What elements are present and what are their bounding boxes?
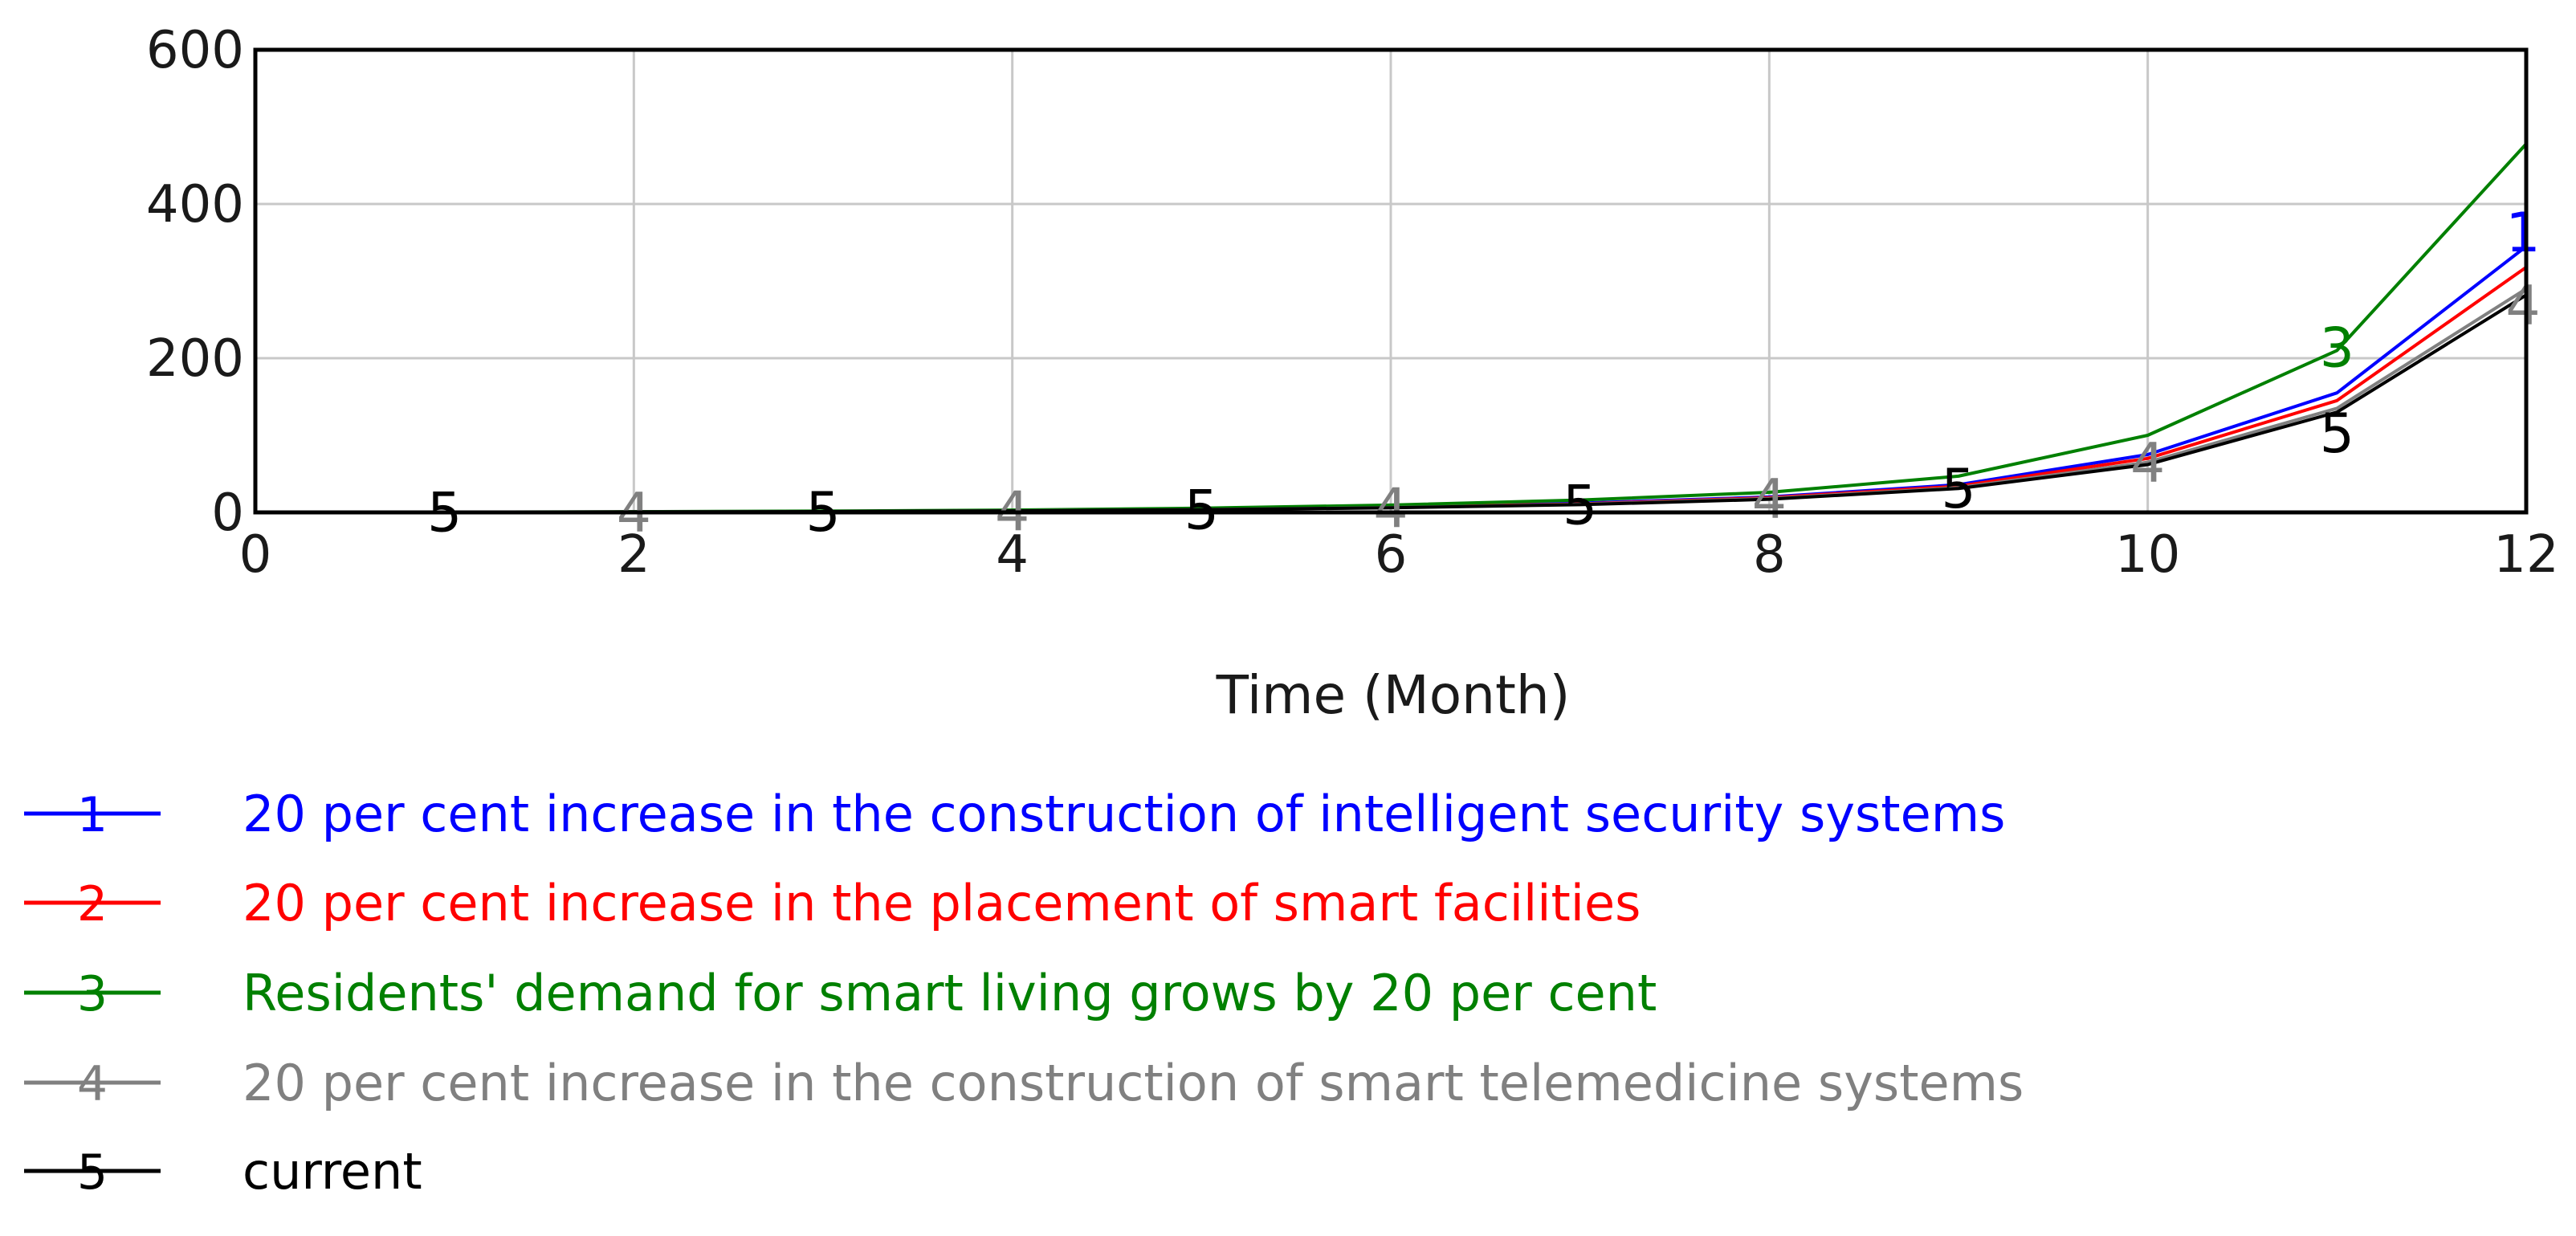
series-marker-4: 4 <box>2505 275 2540 338</box>
legend-label: 20 per cent increase in the construction… <box>243 785 2005 843</box>
y-tick-label: 200 <box>146 329 244 389</box>
y-tick-label: 600 <box>146 21 244 80</box>
legend-label: 20 per cent increase in the construction… <box>243 1054 2024 1112</box>
legend: 1 20 per cent increase in the constructio… <box>24 785 2024 1201</box>
legend-marker-4: 4 <box>77 1056 108 1112</box>
x-tick-label: 6 <box>1375 525 1408 585</box>
series-marker-5: 5 <box>1563 474 1597 537</box>
legend-label: Residents' demand for smart living grows… <box>243 964 1657 1022</box>
x-tick-label: 2 <box>618 525 650 585</box>
x-axis-label: Time (Month) <box>1216 664 1571 726</box>
x-tick-label: 8 <box>1753 525 1786 585</box>
plot-frame <box>253 47 2529 515</box>
legend-marker-2: 2 <box>77 876 108 932</box>
legend-item-3: 3 Residents' demand for smart living grow… <box>24 964 1657 1022</box>
legend-item-2: 2 20 per cent increase in the placement o… <box>24 874 1641 932</box>
series-marker-4: 4 <box>1752 468 1787 532</box>
legend-item-4: 4 20 per cent increase in the constructio… <box>24 1054 2024 1112</box>
series-marker-1: 1 <box>2505 202 2540 265</box>
y-tick-label: 0 <box>211 483 244 543</box>
series-marker-4: 4 <box>2130 432 2165 496</box>
legend-label: 20 per cent increase in the placement of… <box>243 874 1641 932</box>
legend-marker-1: 1 <box>77 787 108 843</box>
legend-item-1: 1 20 per cent increase in the constructio… <box>24 785 2005 843</box>
legend-item-5: 5 current <box>24 1142 422 1201</box>
series-marker-3: 3 <box>2320 316 2354 380</box>
x-tick-label: 10 <box>2115 525 2180 585</box>
x-tick-label: 0 <box>239 525 272 585</box>
x-tick-labels: 0 2 4 6 8 10 12 <box>239 525 2559 585</box>
legend-label: current <box>243 1142 422 1201</box>
series-marker-4: 4 <box>1373 477 1408 540</box>
x-tick-label: 4 <box>996 525 1029 585</box>
x-tick-label: 12 <box>2493 525 2558 585</box>
legend-marker-3: 3 <box>77 966 108 1022</box>
y-tick-label: 400 <box>146 175 244 235</box>
series-marker-5: 5 <box>2320 402 2354 466</box>
y-tick-labels: 0 200 400 600 <box>146 21 244 543</box>
legend-marker-5: 5 <box>77 1144 108 1201</box>
